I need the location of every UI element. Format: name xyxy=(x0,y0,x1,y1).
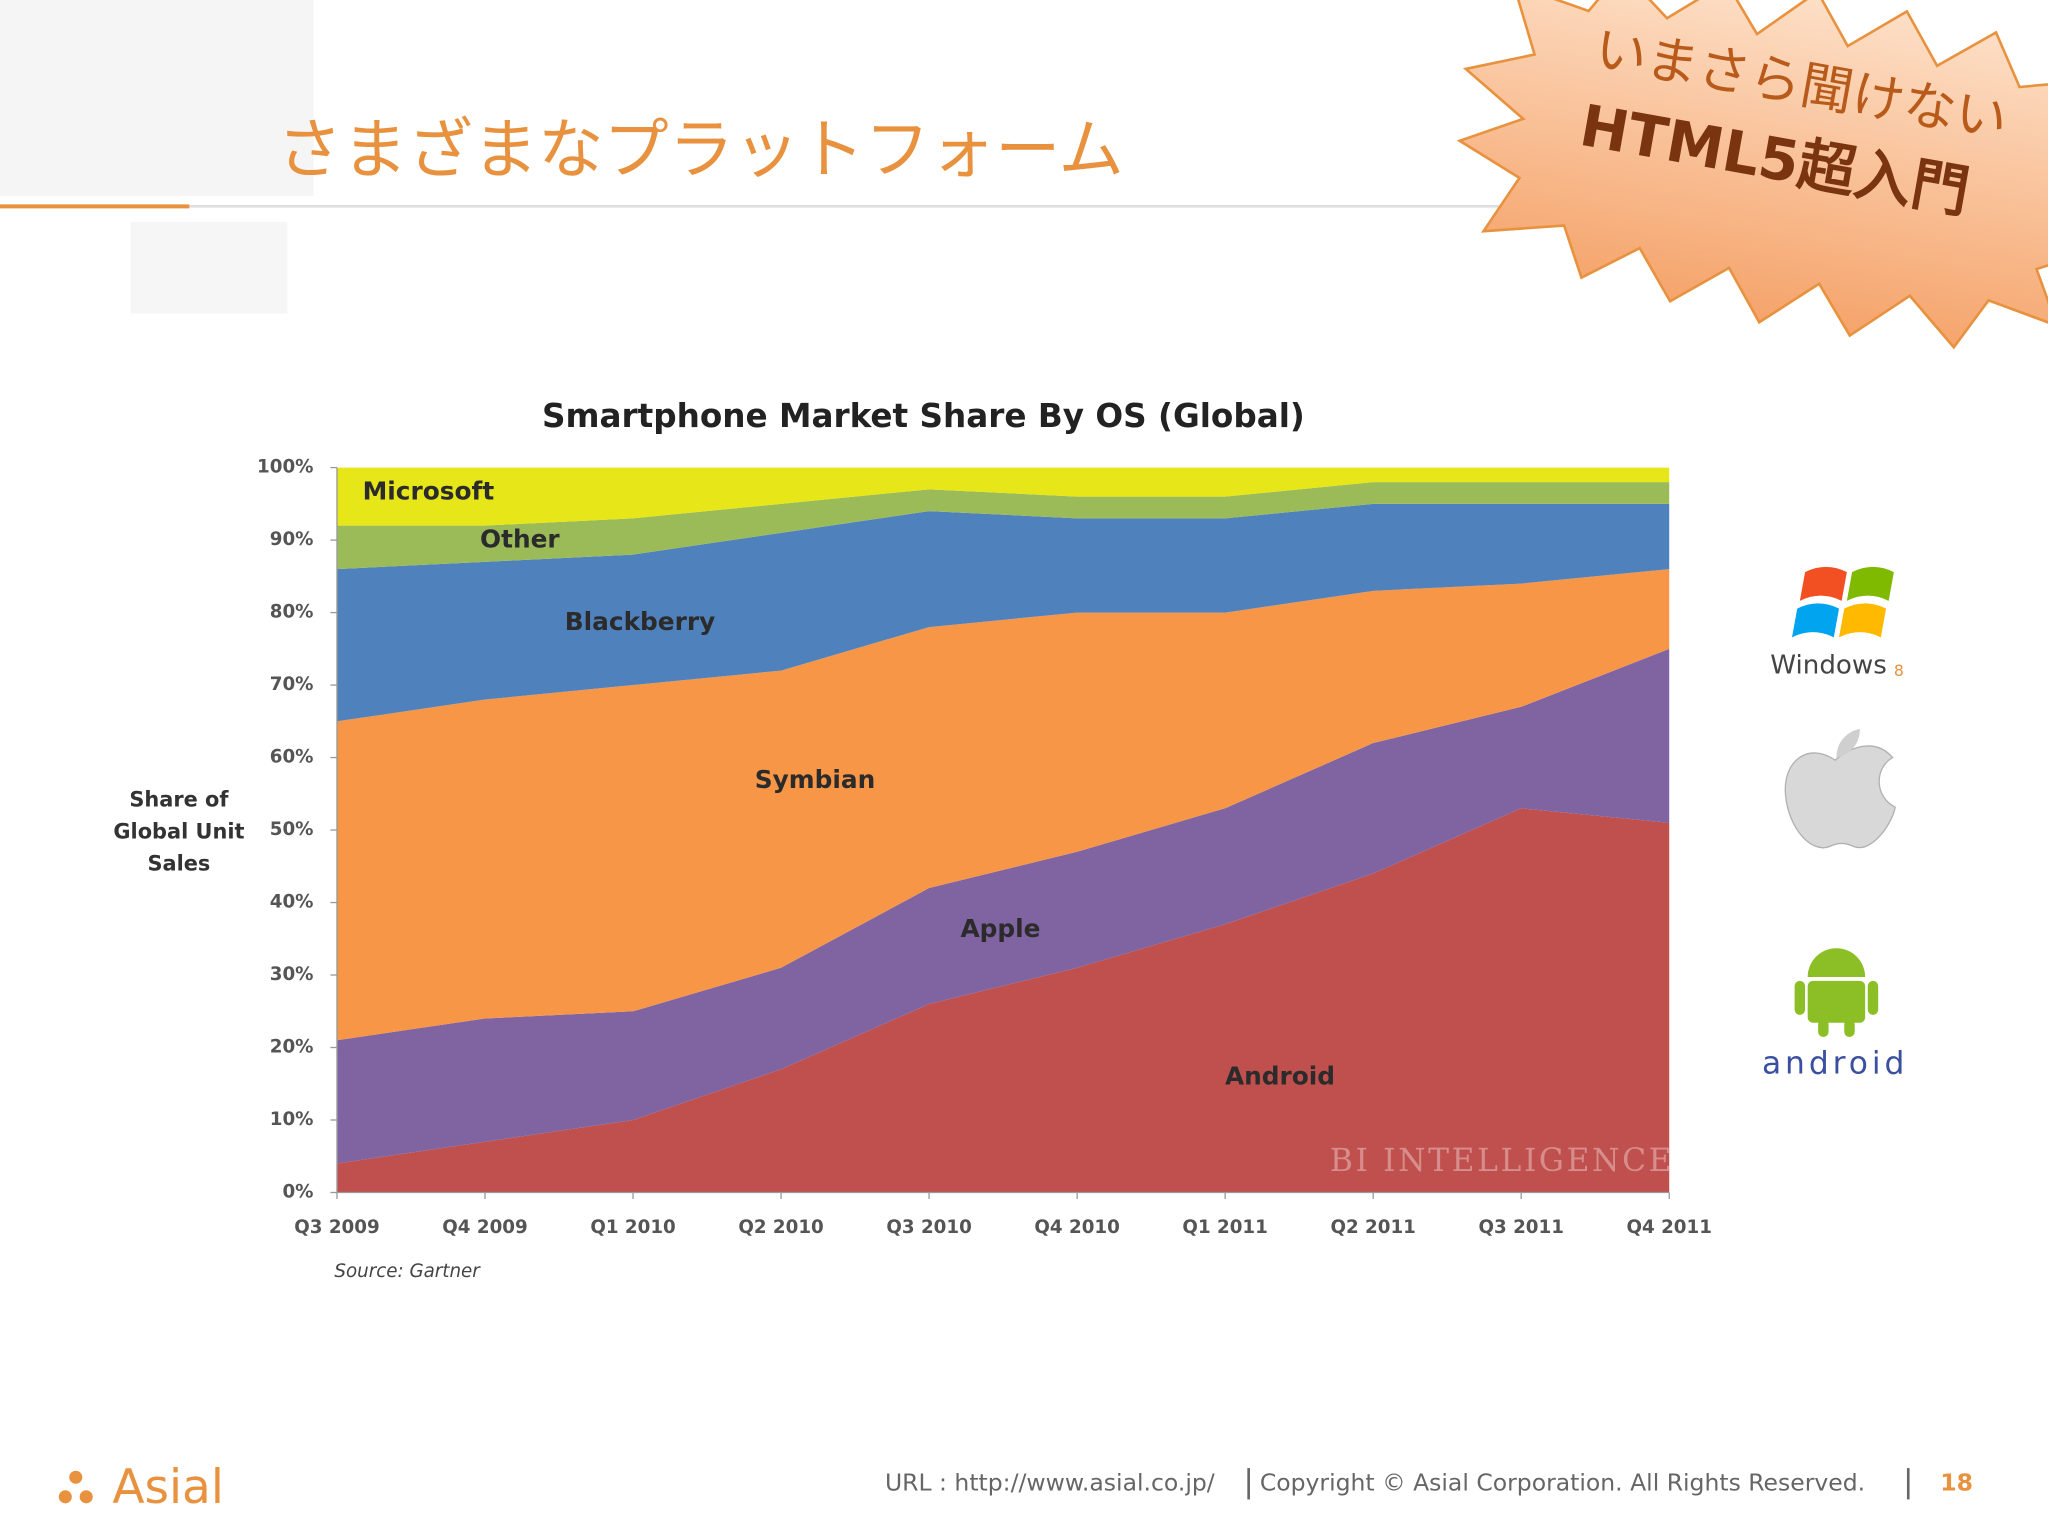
x-tick-label: Q1 2011 xyxy=(1182,1217,1267,1238)
x-tick-label: Q2 2010 xyxy=(738,1217,823,1238)
page-number: 18 xyxy=(1940,1468,1973,1496)
windows-version: 8 xyxy=(1894,661,1904,680)
apple-logo xyxy=(1784,728,1896,849)
x-tick-label: Q3 2010 xyxy=(886,1217,971,1238)
x-tick-label: Q3 2009 xyxy=(294,1217,379,1238)
y-tick-label: 100% xyxy=(257,457,313,478)
watermark: BI INTELLIGENCE xyxy=(1330,1143,1674,1179)
y-tick-label: 10% xyxy=(270,1109,314,1130)
area xyxy=(336,503,1670,722)
footer-copyright: Copyright © Asial Corporation. All Right… xyxy=(1260,1468,1865,1496)
y-tick-label: 40% xyxy=(270,892,314,913)
badge: いまさら聞けない HTML5超入門 xyxy=(1456,0,2048,350)
footer: Asial URL : http://www.asial.co.jp/ Copy… xyxy=(58,1460,1973,1515)
y-tick-label: 20% xyxy=(270,1037,314,1058)
area xyxy=(336,467,1670,526)
area xyxy=(336,808,1670,1193)
chart-title: Smartphone Market Share By OS (Global) xyxy=(542,397,1305,435)
y-tick-label: 70% xyxy=(270,674,314,695)
y-tick-label: 90% xyxy=(270,529,314,550)
y-axis-label: Share of xyxy=(129,788,229,812)
x-tick-label: Q4 2009 xyxy=(442,1217,527,1238)
y-tick-label: 0% xyxy=(282,1181,313,1202)
windows-logo: Windows 8 xyxy=(1770,566,1904,681)
company-logo: Asial xyxy=(112,1460,224,1515)
x-tick-label: Q4 2010 xyxy=(1034,1217,1119,1238)
y-tick-label: 50% xyxy=(270,819,314,840)
y-tick-label: 80% xyxy=(270,602,314,623)
y-axis-label: Sales xyxy=(148,852,211,876)
android-label: android xyxy=(1762,1045,1908,1081)
android-logo: android xyxy=(1762,948,1908,1081)
area xyxy=(336,569,1670,1041)
x-tick-label: Q4 2011 xyxy=(1627,1217,1712,1238)
footer-url: URL : http://www.asial.co.jp/ xyxy=(885,1468,1215,1496)
area xyxy=(336,482,1670,570)
series-label: Android xyxy=(1225,1062,1335,1091)
x-tick-label: Q3 2011 xyxy=(1478,1217,1563,1238)
series-label: Blackberry xyxy=(565,607,716,636)
source-note: Source: Gartner xyxy=(334,1261,481,1282)
chart: Smartphone Market Share By OS (Global) S… xyxy=(113,397,1712,1282)
y-tick-label: 30% xyxy=(270,964,314,985)
windows-label: Windows xyxy=(1770,651,1887,681)
series-label: Apple xyxy=(960,914,1040,943)
y-tick-label: 60% xyxy=(270,747,314,768)
y-axis-label: Global Unit xyxy=(113,820,244,844)
x-tick-label: Q1 2010 xyxy=(590,1217,675,1238)
x-tick-label: Q2 2011 xyxy=(1330,1217,1415,1238)
map-decoration xyxy=(0,0,314,314)
series-label: Microsoft xyxy=(363,476,495,505)
series-label: Other xyxy=(480,525,560,554)
series-label: Symbian xyxy=(755,765,876,794)
slide-title: さまざまなプラットフォーム xyxy=(277,112,1124,188)
area xyxy=(336,648,1670,1164)
